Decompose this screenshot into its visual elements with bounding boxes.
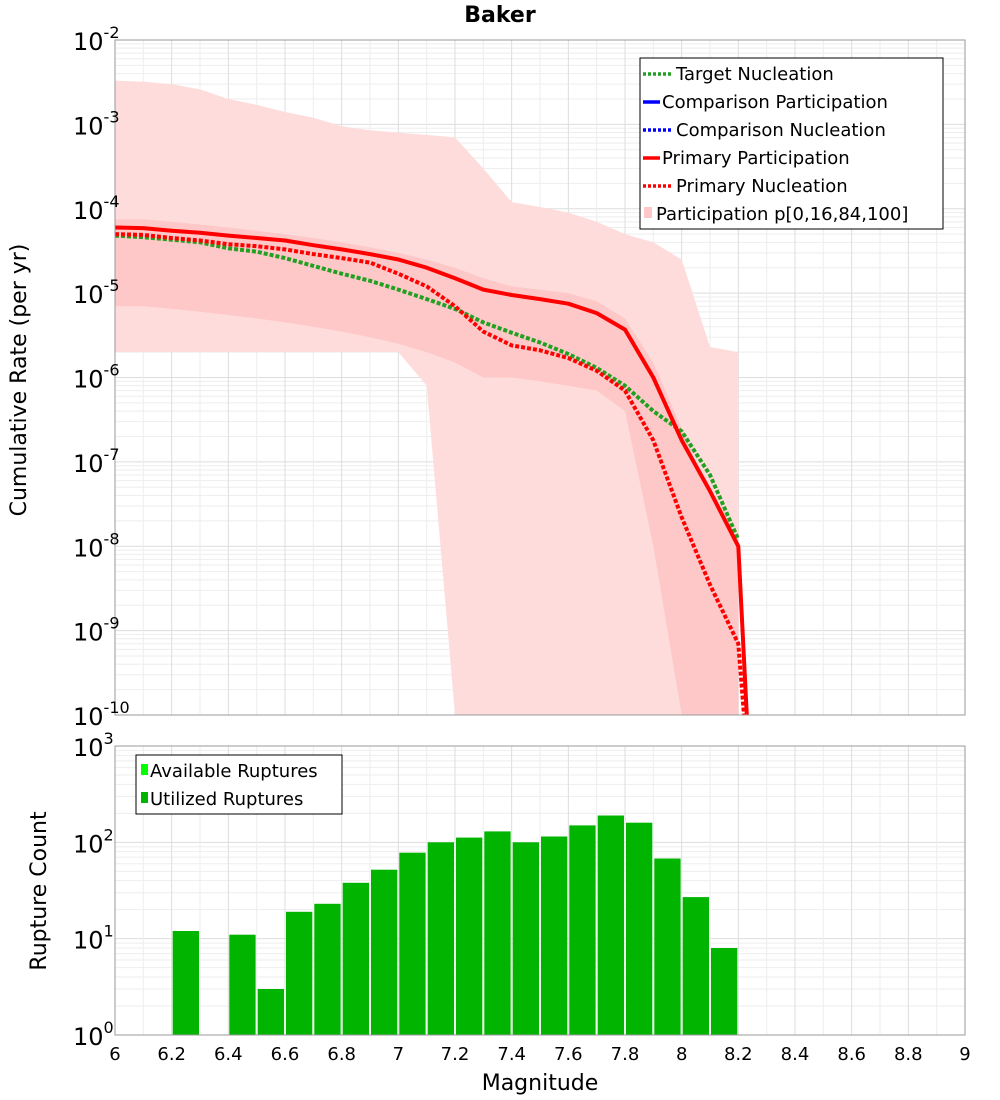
top-legend: Target Nucleation Comparison Participati… [640,58,943,229]
rupture-bar [371,870,397,1035]
rupture-bar [626,823,652,1035]
rupture-bar [258,989,284,1035]
x-axis-label: Magnitude [482,1071,599,1096]
x-tick-label: 9 [959,1044,970,1065]
x-tick-label: 6.4 [214,1044,243,1065]
x-tick-label: 6 [109,1044,120,1065]
legend-label-comparison-participation: Comparison Participation [662,92,888,113]
x-tick-label: 6.8 [327,1044,356,1065]
rupture-bar [654,859,680,1036]
bottom-y-axis-label: Rupture Count [27,811,52,971]
x-tick-label: 8.8 [894,1044,923,1065]
x-tick-label: 7.2 [441,1044,470,1065]
x-tick-label: 8 [676,1044,687,1065]
x-tick-label: 7 [393,1044,404,1065]
x-tick-label: 7.4 [497,1044,526,1065]
rupture-bar [173,931,199,1035]
x-tick-label: 6.6 [271,1044,300,1065]
x-tick-label: 8.6 [837,1044,866,1065]
legend-label-comparison-nucleation: Comparison Nucleation [676,120,886,141]
x-tick-label: 8.4 [781,1044,810,1065]
legend-label-primary-participation: Primary Participation [662,148,850,169]
rupture-bar [286,912,312,1035]
rupture-bar [569,825,595,1035]
bottom-legend: Available Ruptures Utilized Ruptures [136,755,342,814]
rupture-bar [343,883,369,1035]
x-tick-label: 6.2 [157,1044,186,1065]
rupture-bar [683,897,709,1035]
legend-swatch-participation-band [644,207,652,218]
rupture-bar [598,816,624,1036]
legend-label-available-ruptures: Available Ruptures [150,761,318,782]
x-tick-label: 8.2 [724,1044,753,1065]
x-tick-label: 7.6 [554,1044,583,1065]
legend-label-participation-band: Participation p[0,16,84,100] [656,204,908,225]
top-y-axis-label: Cumulative Rate (per yr) [7,244,32,517]
legend-swatch-available-ruptures [141,764,148,775]
rupture-bar [314,904,340,1035]
rupture-bar [229,935,255,1035]
legend-label-utilized-ruptures: Utilized Ruptures [150,789,303,810]
rupture-bar [513,842,539,1035]
legend-swatch-utilized-ruptures [141,792,148,803]
rupture-bar [428,842,454,1035]
chart-title: Baker [464,3,536,28]
figure: Baker 10-210-310-410-510-610-710-810-910… [0,0,1000,1100]
legend-label-primary-nucleation: Primary Nucleation [676,176,848,197]
rupture-bar [399,853,425,1035]
rupture-bar [484,831,510,1035]
cumulative-rate-chart: Baker 10-210-310-410-510-610-710-810-910… [7,3,965,731]
rupture-bar [541,837,567,1036]
x-tick-label: 7.8 [611,1044,640,1065]
rupture-bar [456,838,482,1035]
rupture-bar [711,948,737,1035]
legend-label-target-nucleation: Target Nucleation [675,64,834,85]
